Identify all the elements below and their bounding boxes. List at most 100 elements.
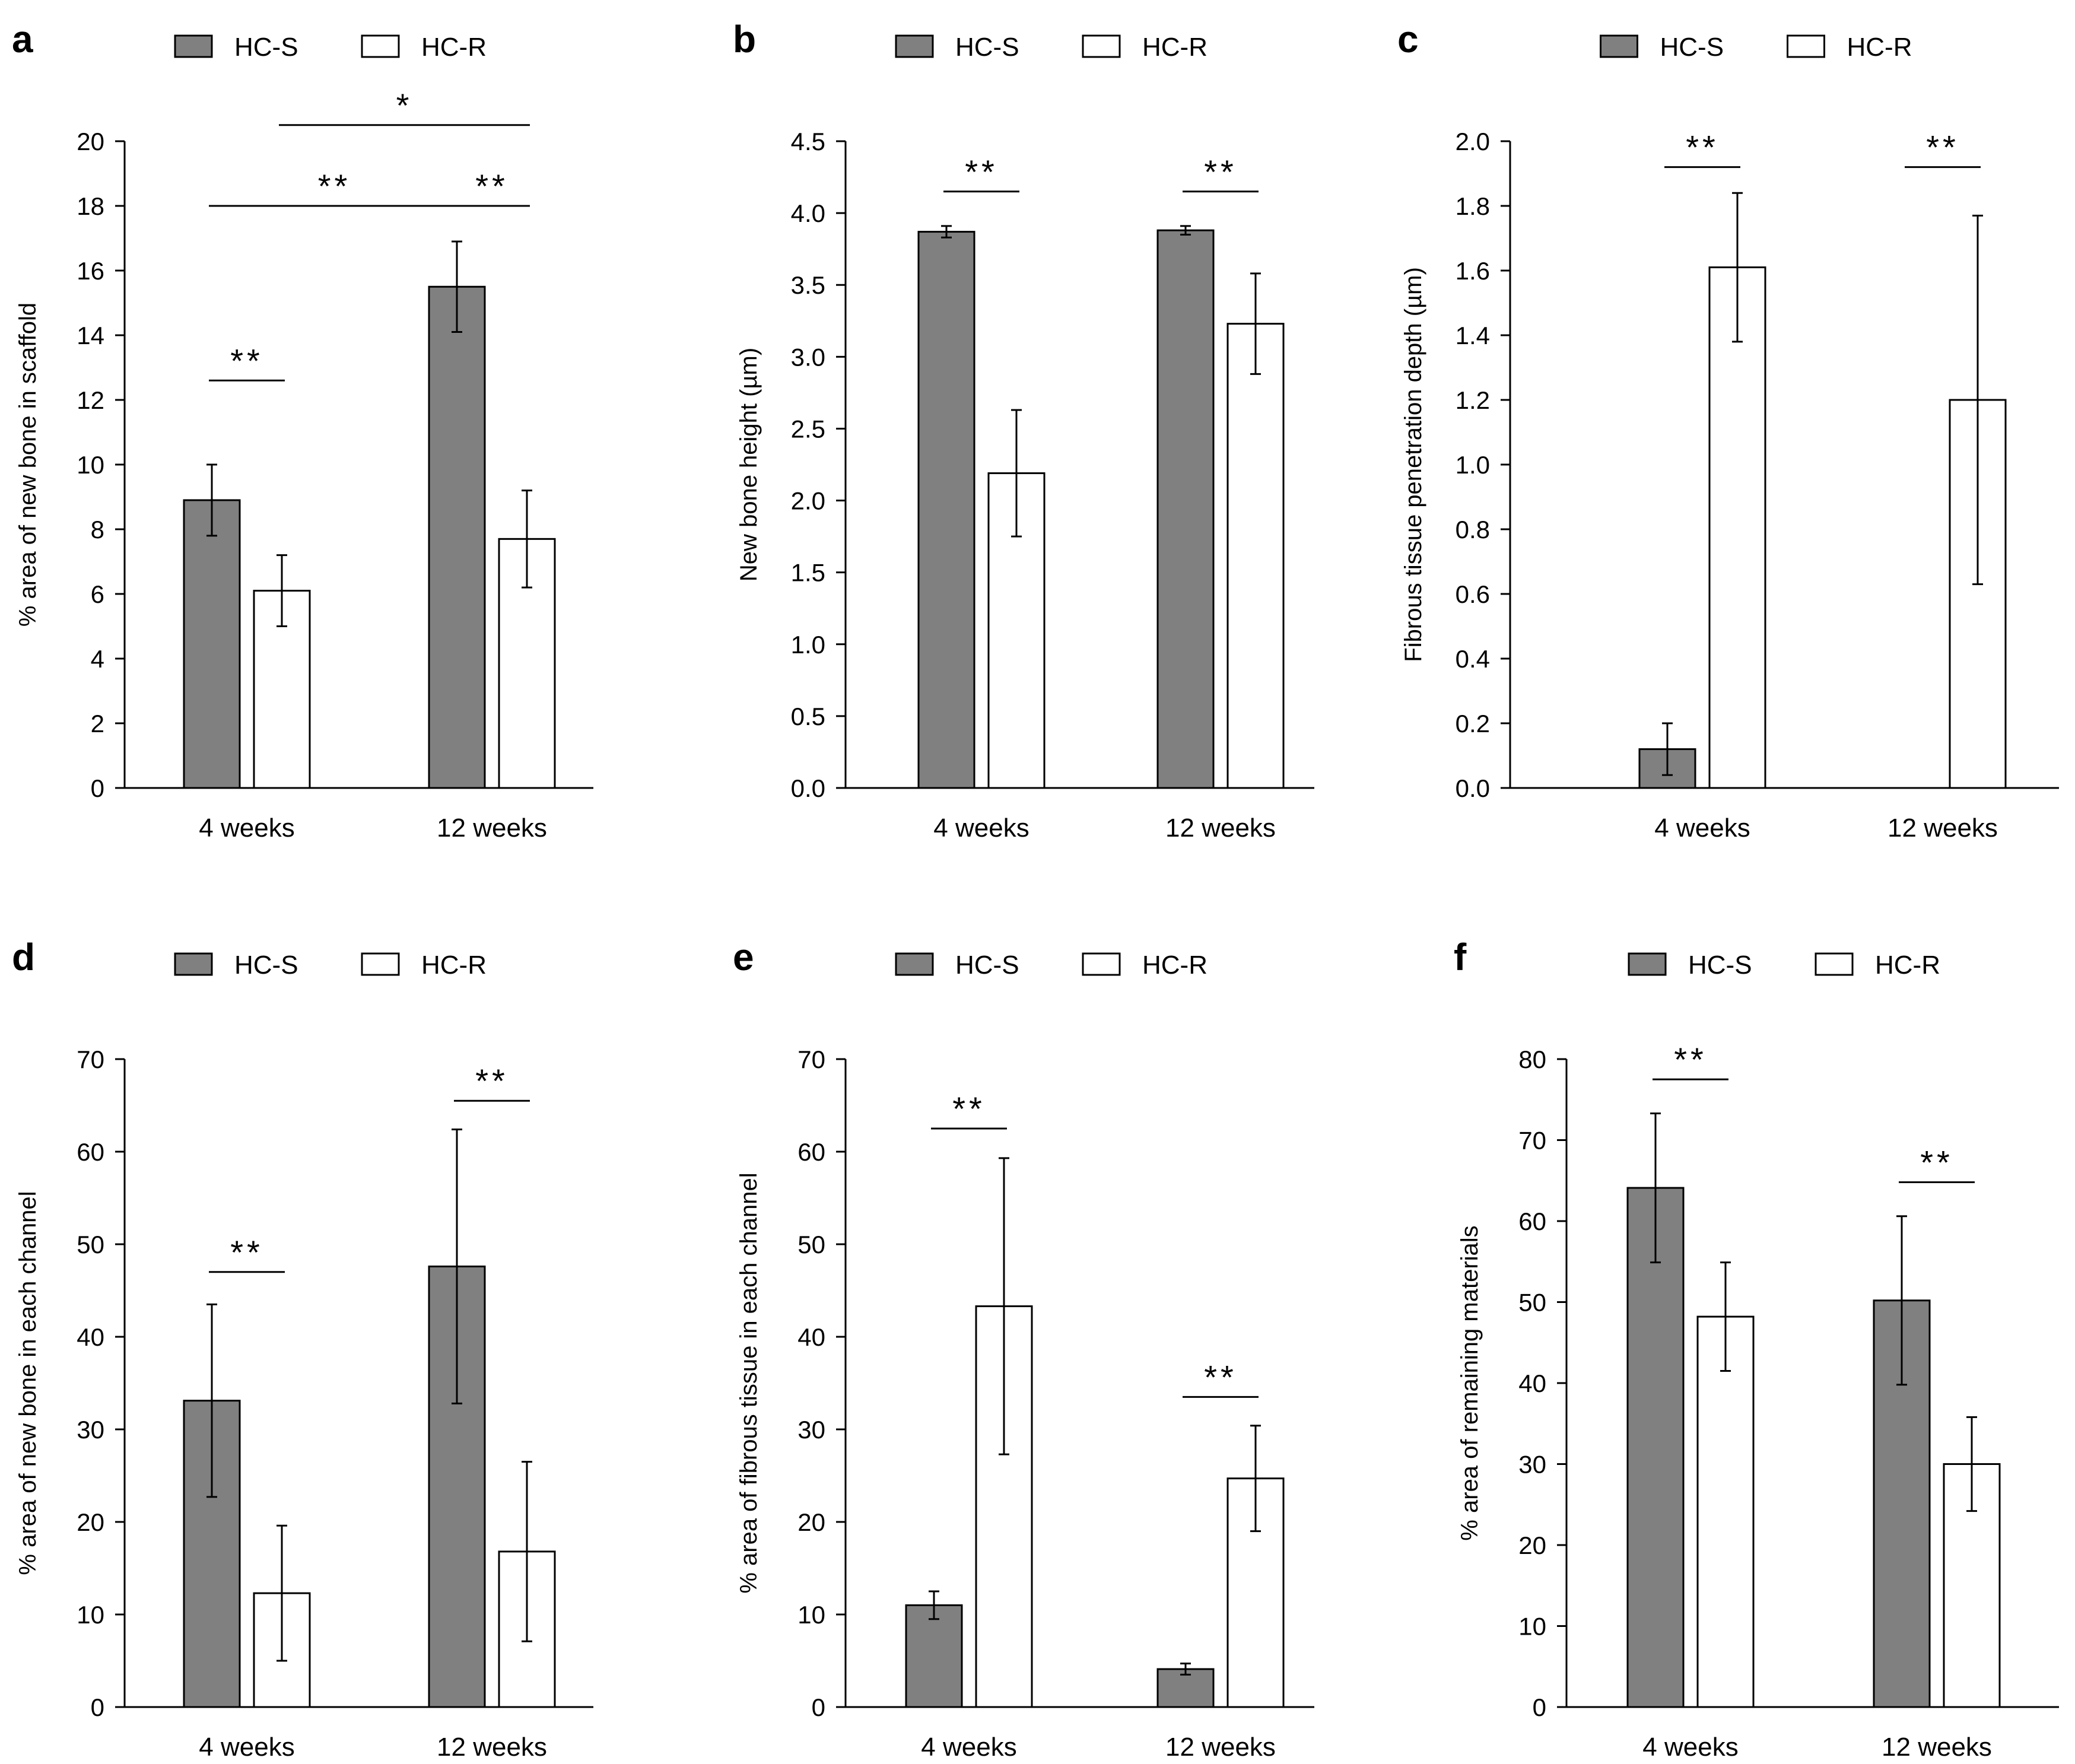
legend-label-hcs: HC-S <box>955 33 1019 62</box>
y-axis-label: % area of fibrous tissue in each channel <box>736 1172 762 1593</box>
y-tick-label: 0.0 <box>1456 774 1490 802</box>
y-tick-label: 1.0 <box>791 631 825 659</box>
y-tick-label: 0.4 <box>1456 645 1490 673</box>
category-label: 4 weeks <box>199 1733 294 1762</box>
y-tick-label: 50 <box>77 1231 104 1258</box>
y-tick-label: 40 <box>77 1323 104 1351</box>
y-tick-label: 50 <box>797 1231 825 1258</box>
y-tick-label: 40 <box>1518 1369 1546 1397</box>
category-label: 12 weeks <box>1165 813 1276 843</box>
y-tick-label: 30 <box>797 1416 825 1444</box>
y-tick-label: 2.0 <box>1456 128 1490 155</box>
y-tick-label: 70 <box>77 1045 104 1073</box>
y-tick-label: 1.4 <box>1456 322 1490 349</box>
y-tick-label: 0 <box>812 1693 825 1721</box>
y-tick-label: 0 <box>91 1693 104 1721</box>
panel-letter: b <box>733 18 756 61</box>
y-tick-label: 30 <box>1518 1451 1546 1479</box>
legend-swatch-hcr <box>361 34 400 58</box>
legend-swatch-hcr <box>1815 952 1854 976</box>
significance-mark: ** <box>475 1062 509 1099</box>
y-tick-label: 0.2 <box>1456 710 1490 738</box>
y-tick-label: 1.6 <box>1456 257 1490 285</box>
y-tick-label: 1.0 <box>1456 451 1490 479</box>
y-tick-label: 0.0 <box>791 774 825 802</box>
y-axis-label: % area of new bone in each channel <box>15 1191 41 1575</box>
y-axis-label: New bone height (µm) <box>736 348 762 581</box>
y-tick-label: 1.5 <box>791 559 825 587</box>
significance-mark: ** <box>1204 153 1237 190</box>
y-tick-label: 10 <box>1518 1613 1546 1641</box>
legend-label-hcs: HC-S <box>234 33 298 62</box>
y-tick-label: 4 <box>91 645 104 673</box>
y-tick-label: 3.5 <box>791 271 825 299</box>
y-tick-label: 10 <box>77 451 104 479</box>
y-tick-label: 6 <box>91 580 104 608</box>
y-tick-label: 0.5 <box>791 703 825 730</box>
y-tick-label: 0.6 <box>1456 580 1490 608</box>
panel-letter: c <box>1397 18 1419 61</box>
bar-hcs <box>1156 229 1215 789</box>
y-tick-label: 60 <box>1518 1207 1546 1235</box>
panel-a: a HC-S HC-R 0 2 4 6 8 10 12 14 16 18 20 % area of new … <box>12 18 593 843</box>
legend-label-hcr: HC-R <box>1142 951 1207 980</box>
y-tick-label: 4.5 <box>791 128 825 155</box>
significance-mark: ** <box>1674 1041 1707 1078</box>
significance-mark: ** <box>230 1234 263 1271</box>
panel-letter: a <box>12 18 33 61</box>
category-label: 4 weeks <box>921 1733 1016 1762</box>
y-tick-label: 18 <box>77 192 104 220</box>
y-tick-label: 50 <box>1518 1289 1546 1317</box>
y-tick-label: 30 <box>77 1416 104 1444</box>
bar-hcs <box>183 499 241 789</box>
panel-f: f HC-S HC-R 0 10 20 30 40 50 60 70 80 % area of rema… <box>1454 936 2059 1762</box>
legend-label-hcs: HC-S <box>1660 33 1724 62</box>
panel-letter: d <box>12 936 35 978</box>
significance-mark: ** <box>1926 129 1959 166</box>
significance-mark: ** <box>318 167 351 205</box>
bar-hcr <box>1708 266 1766 789</box>
y-tick-label: 0 <box>1533 1693 1546 1721</box>
y-tick-label: 20 <box>797 1508 825 1536</box>
bar-hcr <box>1226 323 1285 789</box>
significance-mark: ** <box>952 1090 986 1127</box>
y-tick-label: 70 <box>1518 1127 1546 1155</box>
legend-label-hcr: HC-R <box>1875 951 1940 980</box>
significance-mark: ** <box>1204 1358 1237 1396</box>
bar-hcs <box>1626 1187 1685 1708</box>
y-tick-label: 1.8 <box>1456 192 1490 220</box>
category-label: 12 weeks <box>1165 1733 1276 1762</box>
legend-label-hcr: HC-R <box>421 33 487 62</box>
y-tick-label: 3.0 <box>791 343 825 371</box>
bar-hcr <box>1696 1315 1755 1708</box>
legend-label-hcr: HC-R <box>1142 33 1207 62</box>
y-tick-label: 10 <box>77 1601 104 1629</box>
legend-swatch-hcr <box>1082 34 1121 58</box>
y-tick-label: 80 <box>1518 1045 1546 1073</box>
category-label: 12 weeks <box>1887 813 1998 843</box>
legend-label-hcr: HC-R <box>1847 33 1912 62</box>
legend-swatch-hcs <box>1628 952 1667 976</box>
y-tick-label: 60 <box>797 1138 825 1166</box>
legend-label-hcs: HC-S <box>955 951 1019 980</box>
y-tick-label: 0 <box>91 774 104 802</box>
y-tick-label: 20 <box>77 128 104 155</box>
legend-swatch-hcs <box>1600 34 1638 58</box>
bar-hcr <box>975 1305 1033 1708</box>
legend-swatch-hcr <box>1787 34 1825 58</box>
y-tick-label: 8 <box>91 516 104 543</box>
y-tick-label: 20 <box>77 1508 104 1536</box>
significance-mark: * <box>396 87 413 124</box>
y-tick-label: 40 <box>797 1323 825 1351</box>
y-tick-label: 4.0 <box>791 199 825 227</box>
y-tick-label: 14 <box>77 322 104 349</box>
category-label: 4 weeks <box>1642 1733 1738 1762</box>
y-tick-label: 2.0 <box>791 487 825 515</box>
y-axis-label: % area of new bone in scaffold <box>15 303 41 627</box>
category-label: 12 weeks <box>437 1733 547 1762</box>
y-tick-label: 16 <box>77 257 104 285</box>
legend-swatch-hcs <box>895 34 934 58</box>
category-label: 12 weeks <box>437 813 547 843</box>
bar-hcs <box>905 1604 963 1708</box>
panel-e: e HC-S HC-R 0 10 20 30 40 50 60 70 % area of fibrou… <box>733 936 1314 1762</box>
